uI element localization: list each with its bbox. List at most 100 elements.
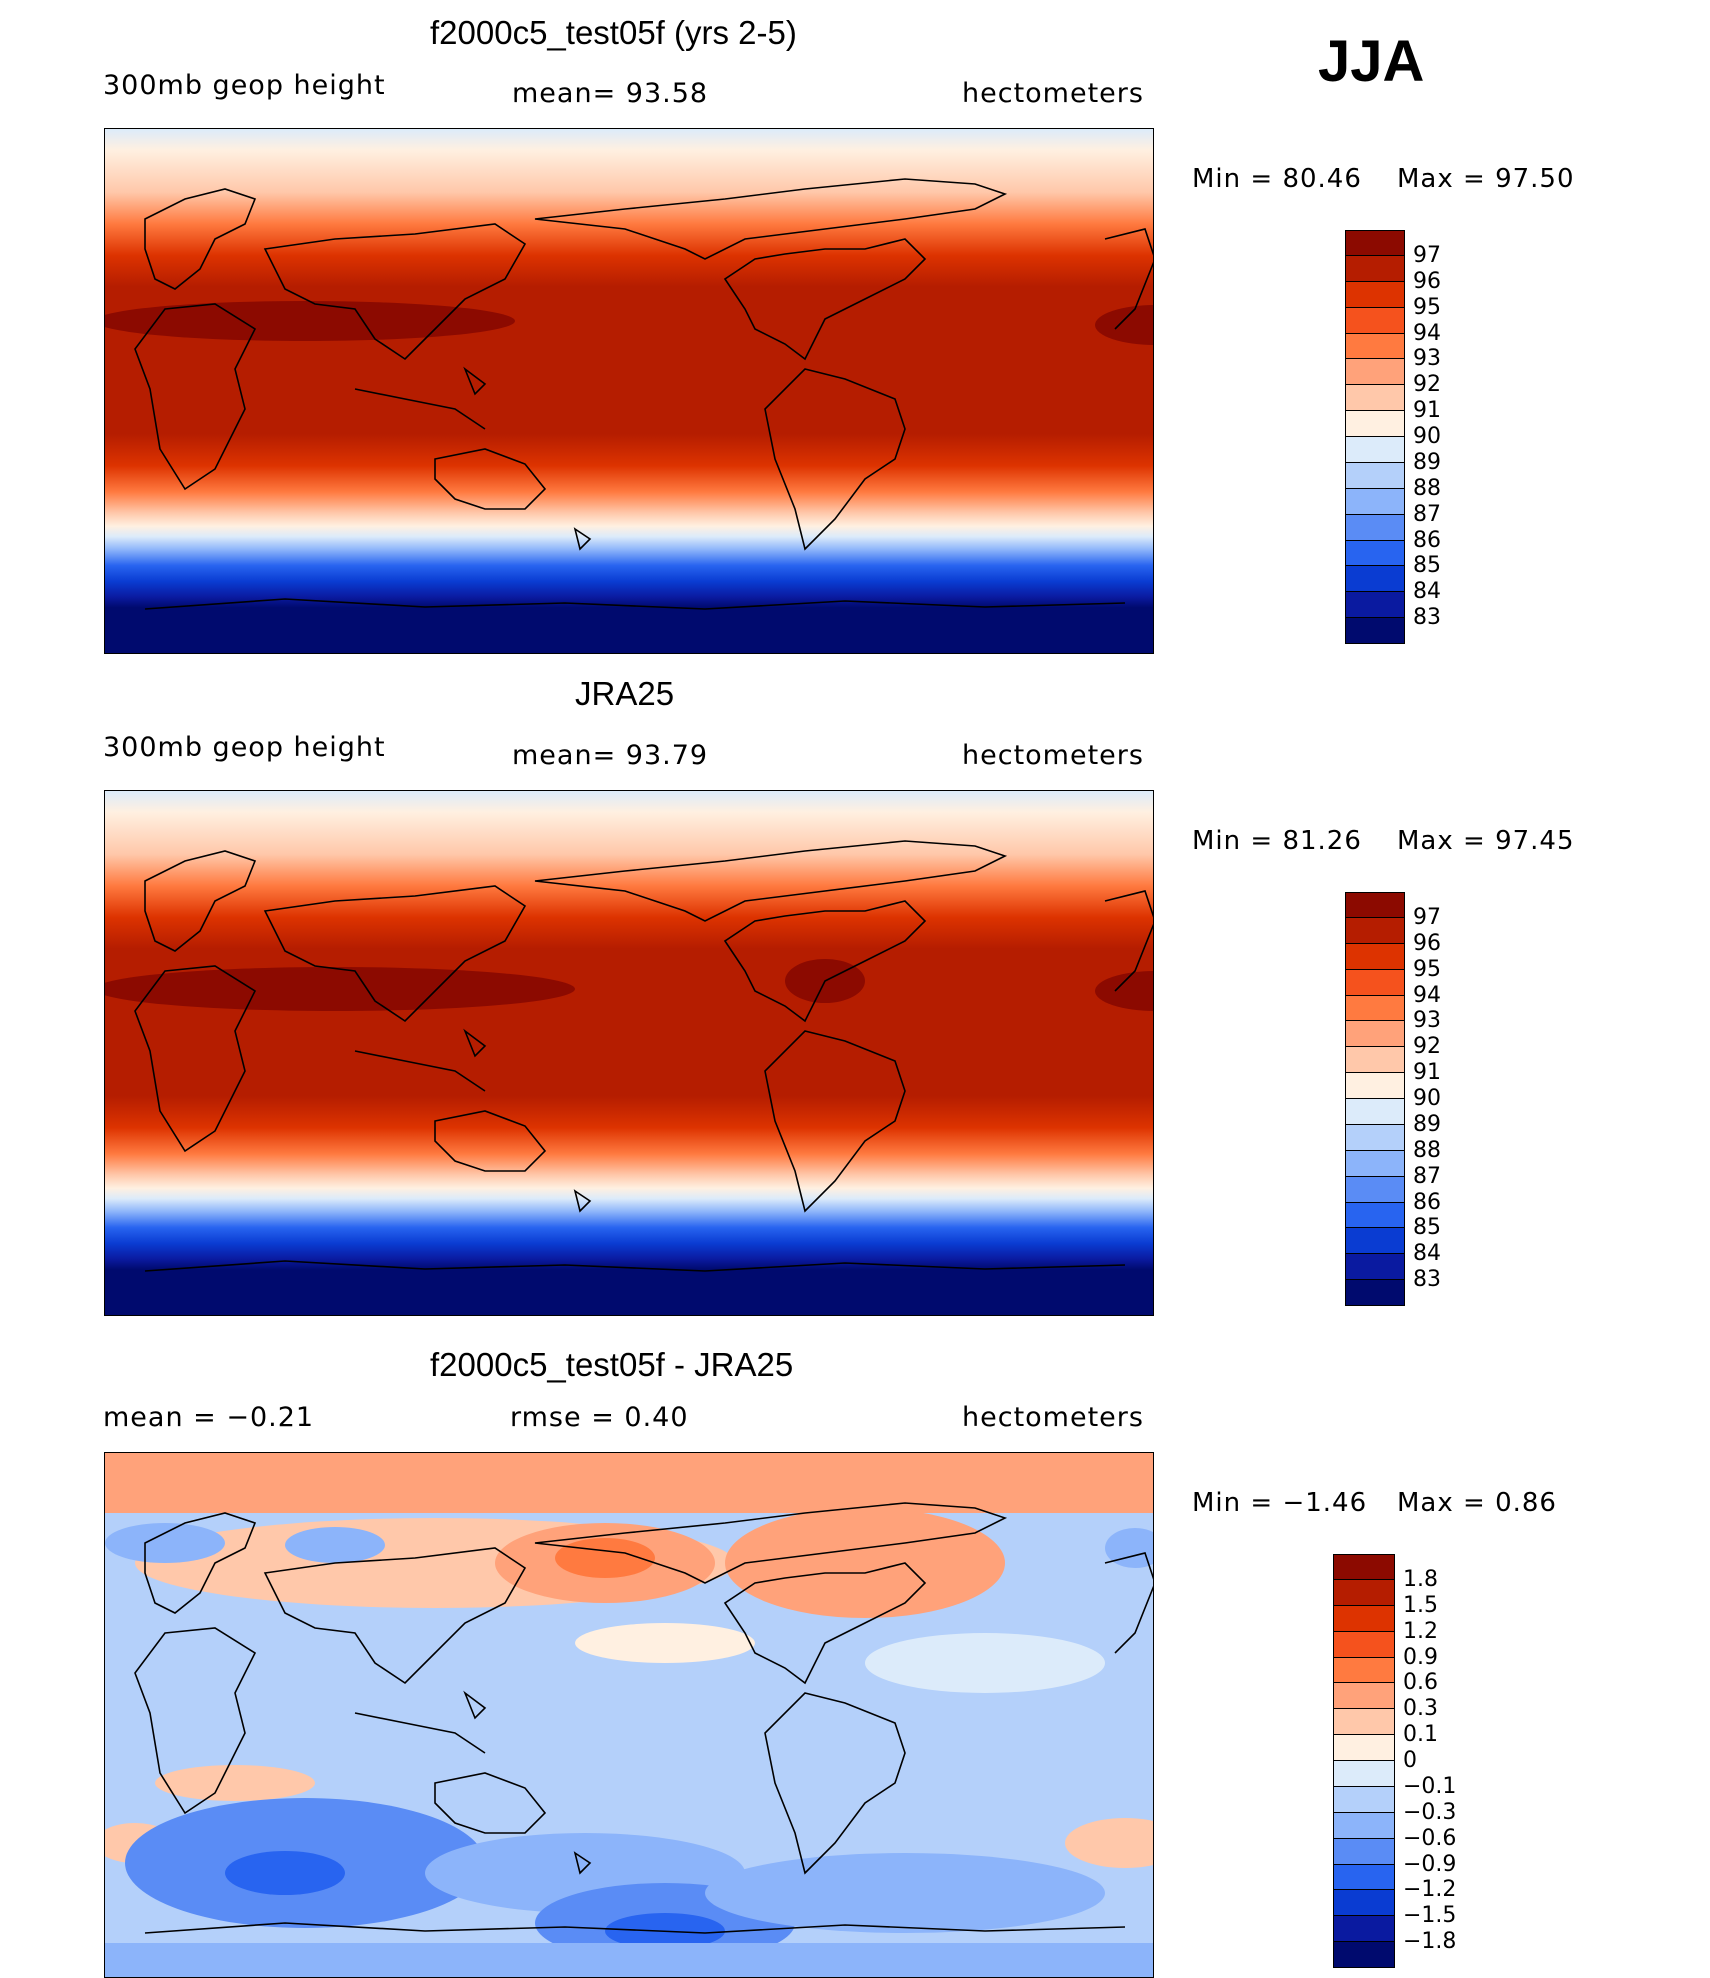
colorbar-label: 95 — [1413, 956, 1441, 982]
colorbar-label: 84 — [1413, 579, 1441, 605]
colorbar-label: 1.5 — [1403, 1592, 1438, 1618]
colorbar-label: 97 — [1413, 242, 1441, 268]
colorbar-swatch — [1345, 917, 1405, 944]
colorbar-swatch — [1345, 411, 1405, 437]
colorbar-swatch — [1345, 1073, 1405, 1099]
colorbar-swatch — [1345, 995, 1405, 1022]
colorbar-label: 89 — [1413, 1111, 1441, 1137]
colorbar-swatch — [1345, 943, 1405, 970]
colorbar-label: 86 — [1413, 527, 1441, 553]
colorbar-swatch — [1345, 618, 1405, 644]
panel-3-max-text: Max = 0.86 — [1397, 1488, 1557, 1518]
panel-2-max-text: Max = 97.45 — [1397, 826, 1575, 856]
colorbar-swatch — [1345, 969, 1405, 996]
colorbar-swatch — [1345, 1254, 1405, 1281]
colorbar-swatch — [1333, 1579, 1395, 1606]
colorbar-label: 89 — [1413, 449, 1441, 475]
colorbar-swatch — [1345, 892, 1405, 918]
colorbar-swatch — [1345, 385, 1405, 412]
panel-2-map — [104, 790, 1154, 1316]
colorbar-label: 93 — [1413, 346, 1441, 372]
colorbar-label: −1.5 — [1403, 1903, 1457, 1929]
colorbar-swatch — [1345, 333, 1405, 360]
colorbar-swatch — [1333, 1683, 1395, 1710]
colorbar-swatch — [1333, 1916, 1395, 1943]
colorbar-swatch — [1345, 1124, 1405, 1151]
panel-1-units-label: hectometers — [962, 78, 1144, 109]
colorbar-swatch — [1345, 488, 1405, 515]
panel-1-map — [104, 128, 1154, 654]
panel-1-mean-label: mean= 93.58 — [512, 78, 709, 109]
colorbar-label: 88 — [1413, 475, 1441, 501]
season-label: JJA — [1318, 29, 1425, 94]
panel-3-rmse-label: rmse = 0.40 — [510, 1402, 689, 1433]
colorbar-swatch — [1345, 1099, 1405, 1125]
colorbar-label: 87 — [1413, 501, 1441, 527]
colorbar-swatch — [1345, 437, 1405, 463]
colorbar-swatch — [1333, 1864, 1395, 1891]
colorbar-swatch — [1333, 1605, 1395, 1632]
colorbar-label: 93 — [1413, 1008, 1441, 1034]
colorbar-swatch — [1333, 1942, 1395, 1968]
colorbar-swatch — [1345, 281, 1405, 308]
colorbar-label: 94 — [1413, 982, 1441, 1008]
colorbar-label: 0.6 — [1403, 1670, 1438, 1696]
colorbar-swatch — [1345, 1150, 1405, 1177]
panel-3-title: f2000c5_test05f - JRA25 — [430, 1346, 794, 1383]
colorbar-swatch — [1345, 1202, 1405, 1229]
colorbar-swatch — [1345, 566, 1405, 593]
colorbar-label: 83 — [1413, 1267, 1441, 1293]
colorbar-swatch — [1333, 1735, 1395, 1761]
panel-2-title: JRA25 — [575, 675, 675, 712]
colorbar-swatch — [1333, 1761, 1395, 1787]
colorbar-label: 86 — [1413, 1189, 1441, 1215]
colorbar-label: 0.1 — [1403, 1722, 1438, 1748]
colorbar-label: 94 — [1413, 320, 1441, 346]
panel-2-colorbar: 97 96 95 94 93 92 91 90 89 88 87 86 85 84 83 — [1345, 892, 1465, 1306]
colorbar-swatch — [1333, 1631, 1395, 1658]
colorbar-swatch — [1345, 1176, 1405, 1203]
colorbar-swatch — [1345, 359, 1405, 386]
colorbar-label: 85 — [1413, 553, 1441, 579]
panel-1-title: f2000c5_test05f (yrs 2-5) — [430, 14, 797, 51]
colorbar-label: −1.8 — [1403, 1929, 1457, 1955]
panel-1-min-text: Min = 80.46 — [1192, 164, 1362, 194]
colorbar-label: 91 — [1413, 398, 1441, 424]
panel-2-min-text: Min = 81.26 — [1192, 826, 1362, 856]
colorbar-swatch — [1333, 1890, 1395, 1917]
colorbar-swatch — [1345, 540, 1405, 567]
colorbar-label: 96 — [1413, 930, 1441, 956]
colorbar-label: 91 — [1413, 1060, 1441, 1086]
colorbar-label: 90 — [1413, 1086, 1441, 1111]
colorbar-label: 83 — [1413, 605, 1441, 631]
colorbar-label: 1.2 — [1403, 1618, 1438, 1644]
colorbar-label: 1.8 — [1403, 1566, 1438, 1592]
colorbar-swatch — [1345, 307, 1405, 334]
colorbar-label: −0.3 — [1403, 1799, 1457, 1825]
colorbar-swatch — [1345, 1280, 1405, 1306]
colorbar-swatch — [1333, 1554, 1395, 1580]
panel-2-units-label: hectometers — [962, 740, 1144, 771]
colorbar-label: 85 — [1413, 1215, 1441, 1241]
colorbar-label: 92 — [1413, 1034, 1441, 1060]
panel-2-mean-label: mean= 93.79 — [512, 740, 709, 771]
panel-1-variable-label: 300mb geop height — [103, 70, 386, 101]
panel-3-colorbar: 1.8 1.5 1.2 0.9 0.6 0.3 0.1 0 −0.1 −0.3 −0.6 −0.9 −1… — [1333, 1554, 1473, 1968]
colorbar-label: 96 — [1413, 268, 1441, 294]
colorbar-label: 0.9 — [1403, 1644, 1438, 1670]
colorbar-label: −0.9 — [1403, 1851, 1457, 1877]
colorbar-swatch — [1345, 255, 1405, 282]
colorbar-swatch — [1345, 462, 1405, 489]
colorbar-label: −0.1 — [1403, 1773, 1457, 1799]
panel-3-units-label: hectometers — [962, 1402, 1144, 1433]
colorbar-label: 90 — [1413, 424, 1441, 449]
colorbar-swatch — [1333, 1709, 1395, 1736]
coastline-outlines — [134, 1502, 1153, 1934]
panel-1-colorbar: 97 96 95 94 93 92 91 90 89 88 87 86 85 84 83 — [1345, 230, 1465, 644]
colorbar-label: 92 — [1413, 372, 1441, 398]
colorbar-swatch — [1345, 1021, 1405, 1048]
colorbar-swatch — [1333, 1786, 1395, 1813]
colorbar-swatch — [1345, 592, 1405, 619]
colorbar-swatch — [1333, 1657, 1395, 1684]
colorbar-swatch — [1345, 230, 1405, 256]
